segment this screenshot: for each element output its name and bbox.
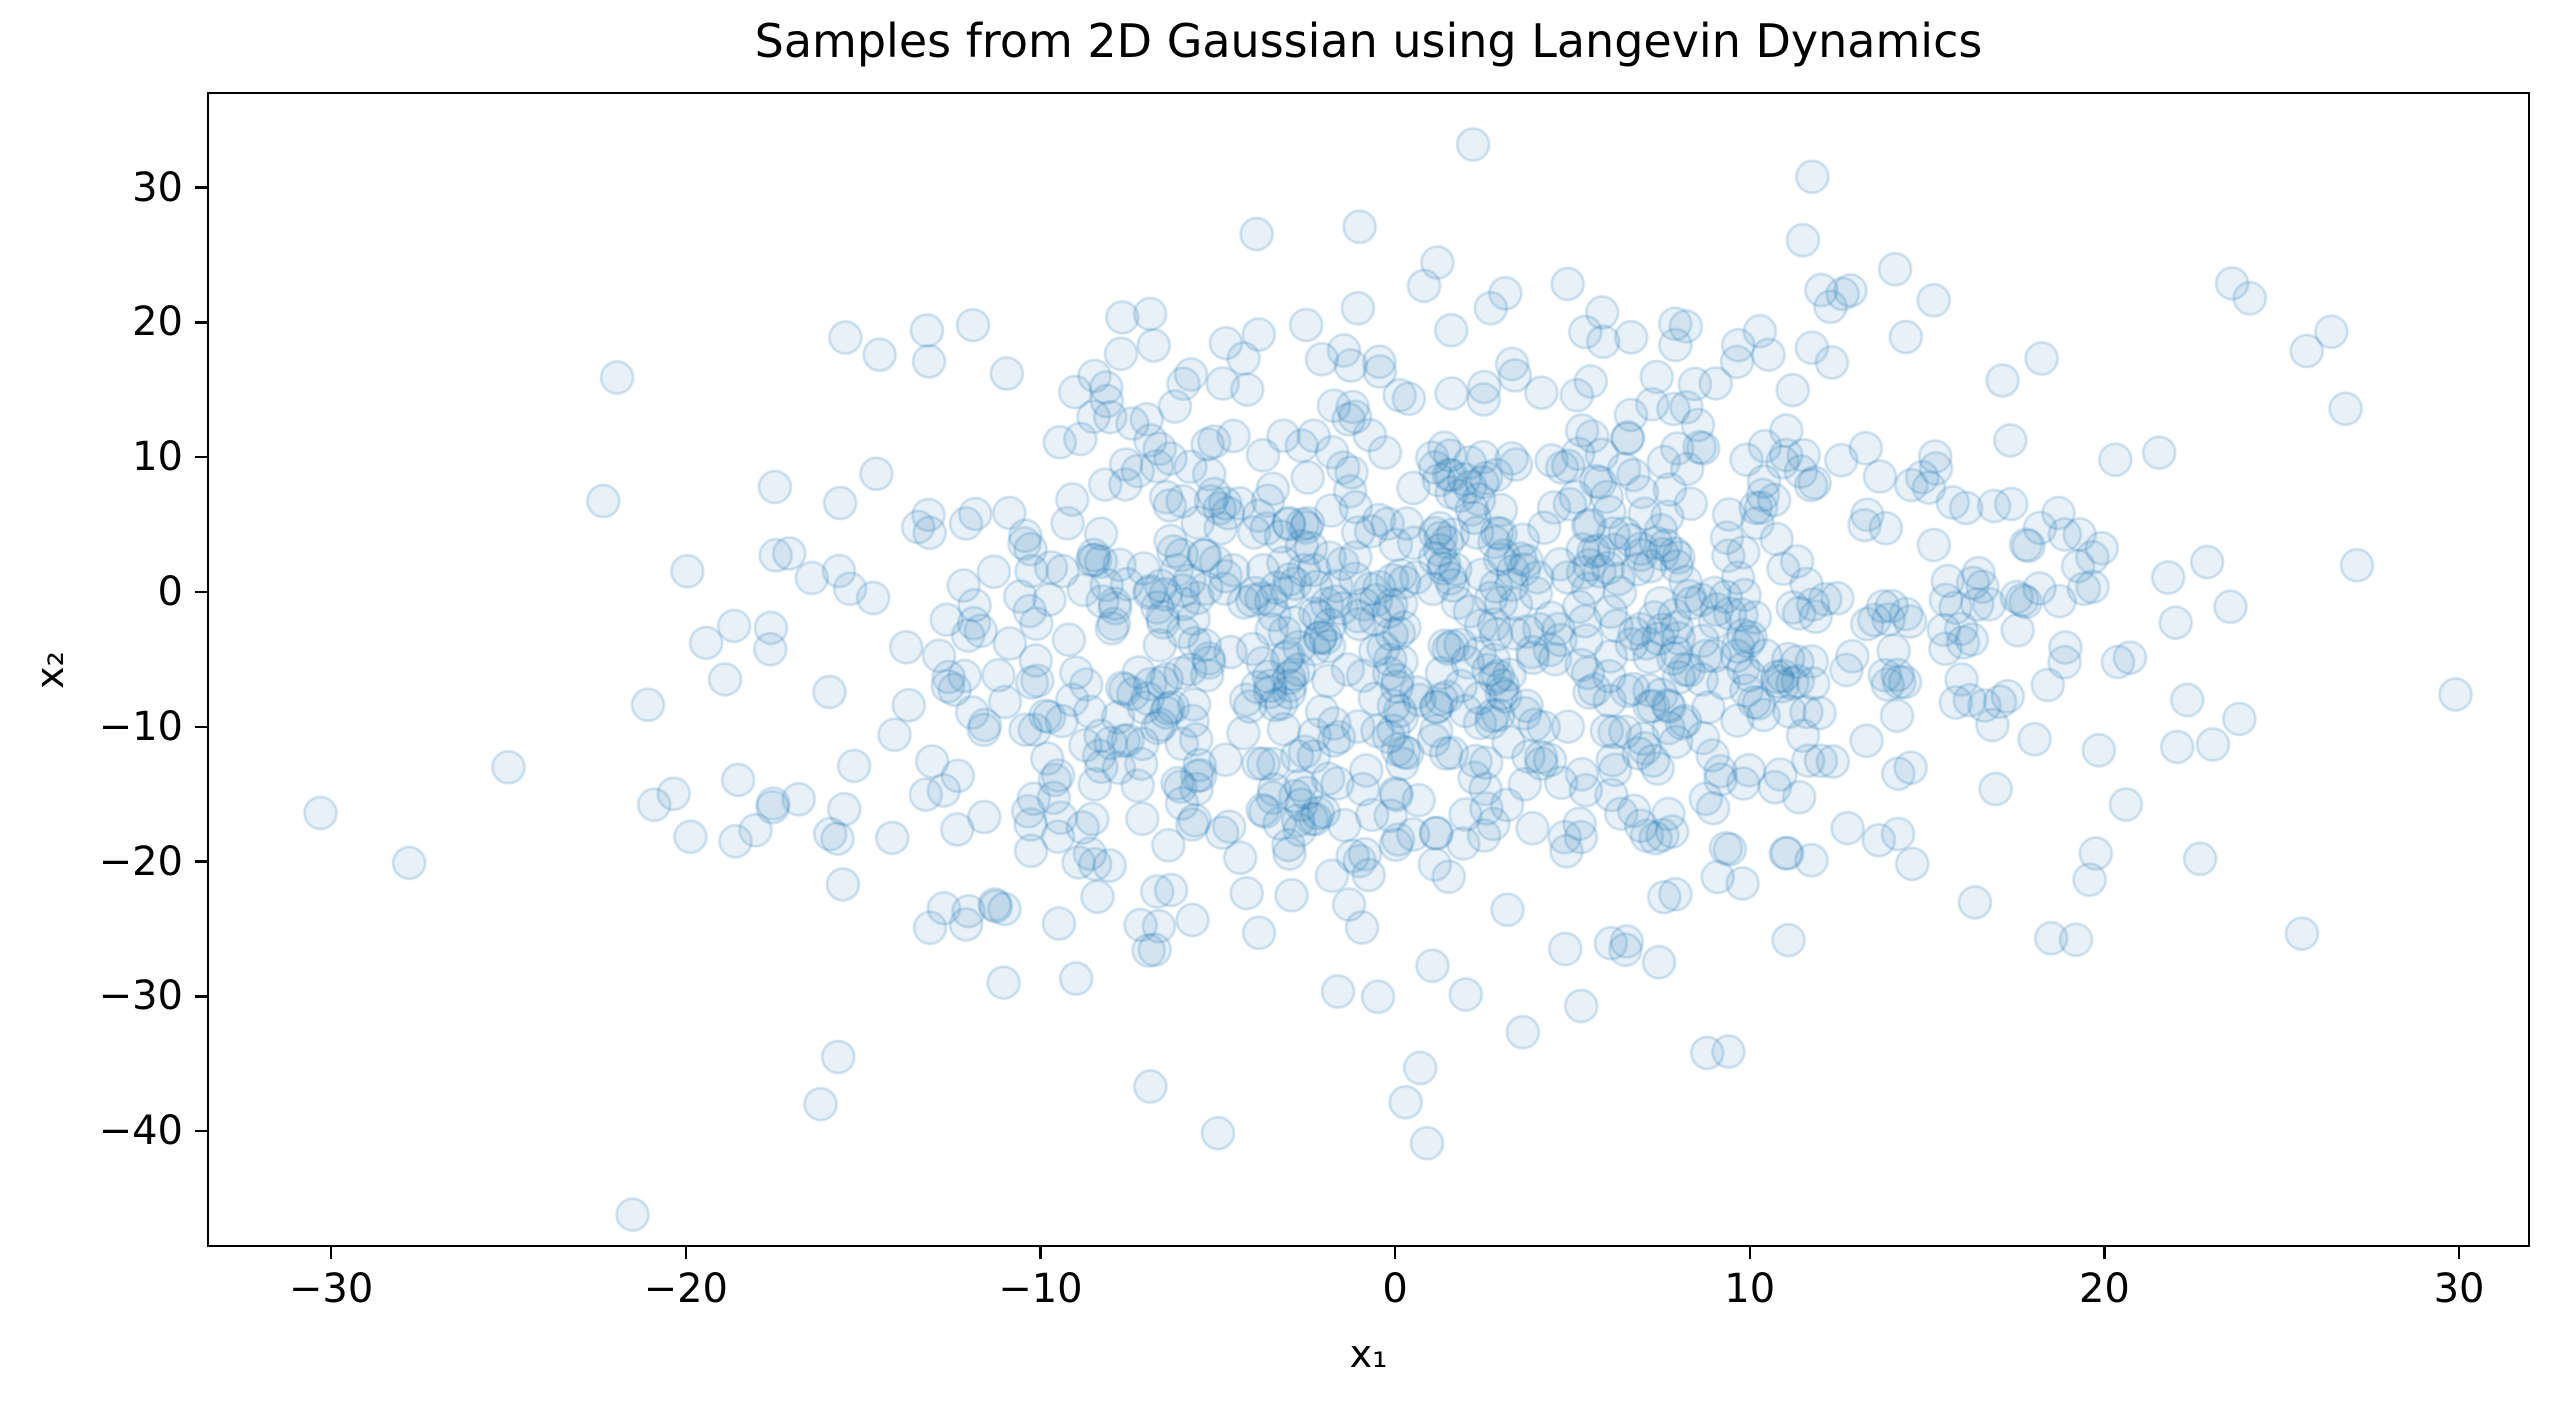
y-tick-label: 30 — [132, 164, 183, 211]
x-tick-mark — [1039, 1247, 1042, 1259]
y-tick-mark — [195, 455, 207, 459]
y-tick-mark — [195, 590, 207, 594]
scatter-points-canvas — [207, 92, 2530, 1247]
x-tick-label: 10 — [1724, 1266, 1776, 1312]
y-tick-mark — [195, 186, 207, 189]
x-tick-label: −30 — [288, 1266, 374, 1312]
y-tick-label: 10 — [132, 434, 183, 481]
x-tick-label: 20 — [2078, 1266, 2130, 1312]
y-tick-mark — [195, 1129, 207, 1133]
x-axis-label: x₁ — [1349, 1332, 1388, 1376]
x-tick-mark — [684, 1247, 688, 1259]
x-tick-mark — [329, 1247, 333, 1259]
x-tick-label: −10 — [998, 1266, 1083, 1312]
y-tick-label: −10 — [98, 703, 183, 750]
x-tick-mark — [1748, 1247, 1751, 1259]
y-tick-label: 0 — [157, 569, 183, 615]
x-tick-mark — [2457, 1247, 2461, 1259]
x-tick-mark — [1393, 1247, 1397, 1259]
y-tick-label: −30 — [98, 973, 183, 1020]
x-tick-label: 0 — [1382, 1266, 1408, 1312]
y-tick-mark — [195, 321, 207, 324]
chart-title: Samples from 2D Gaussian using Langevin … — [754, 14, 1983, 68]
y-tick-label: 20 — [132, 299, 183, 346]
x-tick-mark — [2103, 1247, 2106, 1259]
y-tick-mark — [195, 860, 207, 863]
y-axis-label: x₂ — [28, 651, 72, 689]
x-tick-label: −20 — [643, 1266, 728, 1312]
y-tick-mark — [195, 995, 207, 998]
y-tick-mark — [195, 725, 207, 729]
y-tick-label: −20 — [98, 838, 183, 885]
x-tick-label: 30 — [2433, 1266, 2485, 1312]
y-tick-label: −40 — [98, 1108, 183, 1155]
